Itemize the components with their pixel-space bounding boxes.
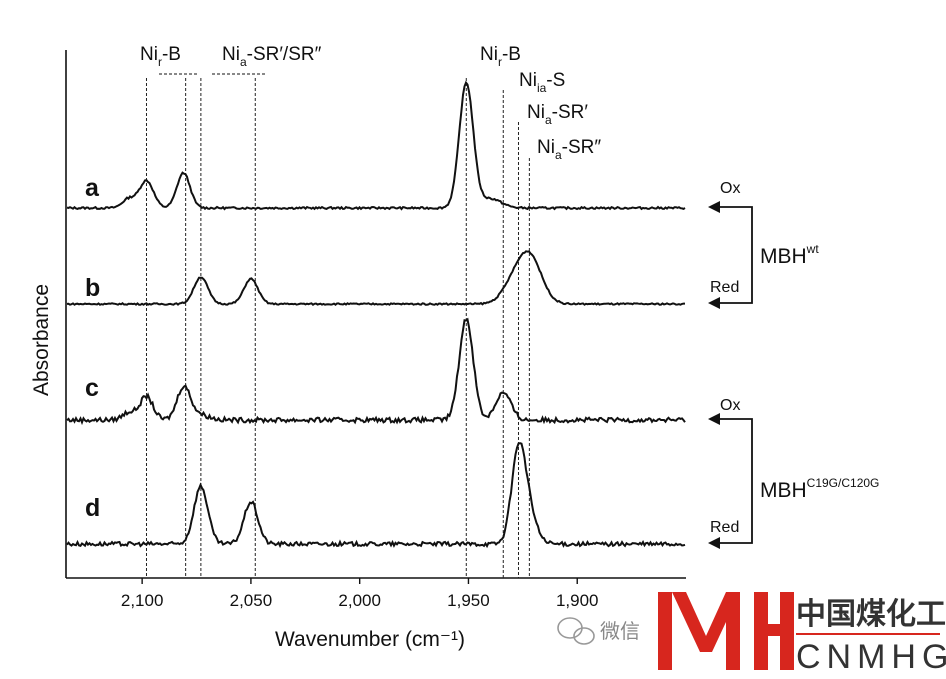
arrow-left-icon: [708, 537, 720, 549]
watermark-en-text: CNMHG: [796, 638, 946, 676]
red-label-wt: Red: [710, 279, 739, 296]
mbh-mutant-label: MBHC19G/C120G: [760, 476, 879, 502]
wechat-label: 微信: [600, 619, 640, 643]
redox-bracket-wt: [716, 206, 753, 304]
ox-label-wt: Ox: [720, 180, 740, 197]
spectrum-trace-a: [66, 80, 686, 211]
annotation-nia-sr: Nia-SR′/SR″: [222, 44, 322, 69]
arrow-left-icon: [708, 297, 720, 309]
wechat-icon: [557, 617, 595, 645]
annotation-nia-sr-prime: Nia-SR′: [527, 102, 588, 127]
spectrum-trace-c: [66, 317, 686, 426]
annotation-nir-b-left: Nir-B: [140, 44, 181, 69]
trace-label-a: a: [85, 174, 100, 202]
trace-label-b: b: [85, 274, 100, 302]
x-tick-label: 1,950: [447, 591, 490, 610]
x-tick-label: 2,050: [230, 591, 273, 610]
annotation-nir-b-right: Nir-B: [480, 44, 521, 69]
ox-label-mutant: Ox: [720, 397, 740, 414]
watermark: 微信 中国煤化工 CNMHG: [557, 592, 946, 676]
x-tick-label: 1,900: [556, 591, 599, 610]
spectrum-trace-b: [66, 250, 685, 306]
red-label-mutant: Red: [710, 519, 739, 536]
trace-label-d: d: [85, 494, 100, 522]
arrow-left-icon: [708, 201, 720, 213]
x-axis-label: Wavenumber (cm⁻¹): [275, 628, 465, 651]
cnmhg-logo: [658, 592, 794, 670]
spectrum-trace-d: [66, 442, 686, 549]
annotation-nia-sr-dprime: Nia-SR″: [537, 137, 601, 162]
annotation-nia-s: Niia-S: [519, 70, 565, 95]
x-tick-label: 2,100: [121, 591, 164, 610]
watermark-cn-text: 中国煤化工: [796, 597, 946, 632]
y-axis-label: Absorbance: [30, 284, 53, 396]
arrow-left-icon: [708, 413, 720, 425]
x-tick-label: 2,000: [338, 591, 381, 610]
redox-bracket-mutant: [716, 418, 753, 544]
trace-label-c: c: [85, 374, 99, 402]
mbh-wt-label: MBHwt: [760, 242, 819, 268]
